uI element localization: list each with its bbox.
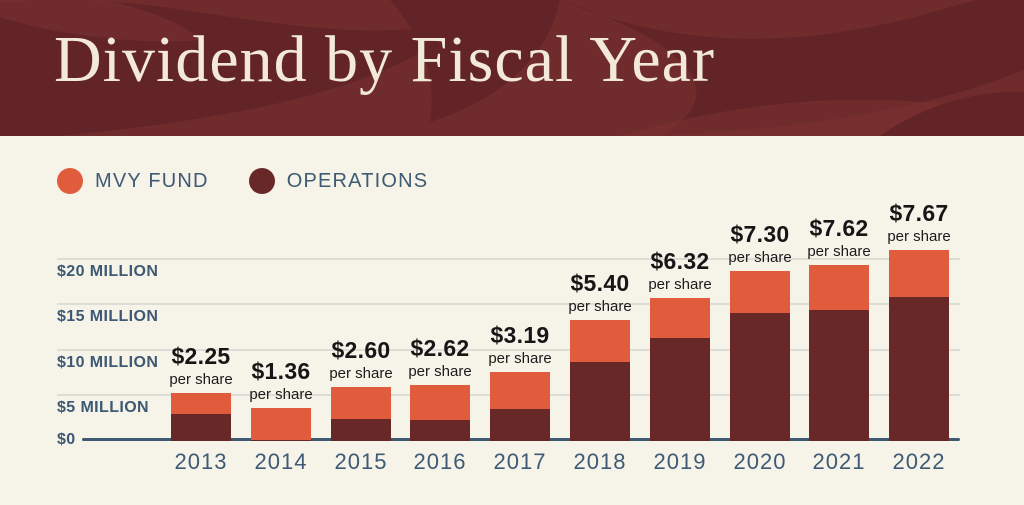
chart-legend: MVY FUND OPERATIONS (57, 168, 428, 194)
per-share-suffix-2018: per share (568, 297, 632, 315)
per-share-suffix-2017: per share (488, 350, 552, 368)
bar-2018-mvy-fund-segment (570, 319, 630, 363)
y-axis-label-15m: $15 MILLION (57, 308, 159, 326)
x-axis-label-2019: 2019 (653, 449, 707, 474)
per-share-label-2021: $7.62 per share (769, 214, 909, 260)
bar-2020-mvy-fund-segment (730, 270, 790, 314)
bar-2021 (809, 264, 869, 441)
bar-2015-mvy-fund-segment (331, 386, 391, 420)
bar-2019-mvy-fund-segment (650, 298, 710, 338)
per-share-amount-2015: $2.60 (331, 336, 391, 363)
bar-2015-operations-segment (331, 419, 391, 441)
bar-2013-mvy-fund-segment (171, 392, 231, 414)
legend-item-operations: OPERATIONS (248, 168, 429, 194)
x-axis-label-2016: 2016 (413, 449, 467, 474)
bar-2019-operations-segment (650, 337, 710, 441)
per-share-label-2014: $1.36 per share (211, 358, 351, 404)
per-share-amount-2018: $5.40 (570, 269, 630, 296)
x-axis-label-2018: 2018 (573, 449, 627, 474)
per-share-label-2022: $7.67 per share (849, 200, 989, 246)
x-axis-label-2013: 2013 (174, 449, 228, 474)
bar-2022-mvy-fund-segment (889, 250, 949, 298)
bar-2022-operations-segment (889, 297, 949, 441)
operations-swatch-icon (248, 168, 275, 194)
bar-2018 (570, 319, 630, 441)
header-pattern-graphic (0, 0, 1024, 136)
per-share-label-2018: $5.40 per share (530, 269, 670, 315)
per-share-amount-2014: $1.36 (251, 358, 311, 385)
bar-2016-operations-segment (410, 420, 470, 441)
y-axis-label-10m: $10 MILLION (57, 353, 159, 371)
bar-2017 (490, 372, 550, 441)
bar-2014-mvy-fund-segment (251, 408, 311, 440)
legend-label-mvy-fund: MVY FUND (95, 169, 209, 192)
per-share-suffix-2021: per share (807, 242, 871, 260)
bar-2019 (650, 298, 710, 441)
bar-2021-operations-segment (809, 309, 869, 441)
bar-2014-operations-segment (251, 439, 311, 441)
per-share-suffix-2016: per share (408, 362, 472, 380)
bar-2020-operations-segment (730, 313, 790, 441)
x-axis-label-2022: 2022 (892, 449, 946, 474)
per-share-label-2016: $2.62 per share (370, 334, 510, 380)
per-share-amount-2020: $7.30 (730, 220, 790, 247)
bar-2021-mvy-fund-segment (809, 264, 869, 310)
bar-2018-operations-segment (570, 362, 630, 441)
per-share-label-2020: $7.30 per share (690, 220, 830, 266)
x-axis-label-2020: 2020 (733, 449, 787, 474)
header-band: Dividend by Fiscal Year (0, 0, 1024, 136)
mvy-fund-swatch-icon (57, 168, 83, 194)
per-share-suffix-2022: per share (887, 228, 951, 246)
bar-2022 (889, 250, 949, 441)
legend-label-operations: OPERATIONS (286, 169, 429, 192)
per-share-amount-2022: $7.67 (889, 200, 949, 227)
bar-2016-mvy-fund-segment (410, 384, 470, 421)
per-share-amount-2019: $6.32 (650, 248, 710, 275)
bar-2020 (730, 270, 790, 441)
gridline-20m (57, 258, 960, 261)
per-share-suffix-2019: per share (648, 276, 712, 294)
per-share-suffix-2015: per share (329, 364, 393, 382)
per-share-label-2019: $6.32 per share (610, 248, 750, 294)
per-share-amount-2013: $2.25 (171, 342, 231, 369)
per-share-suffix-2020: per share (728, 248, 792, 266)
per-share-amount-2016: $2.62 (410, 334, 470, 361)
x-axis-label-2021: 2021 (812, 449, 866, 474)
bar-2016 (410, 384, 470, 441)
bar-2014 (251, 408, 311, 441)
per-share-amount-2017: $3.19 (490, 322, 550, 349)
gridline-15m (57, 303, 960, 306)
per-share-label-2015: $2.60 per share (291, 336, 431, 382)
per-share-label-2017: $3.19 per share (450, 322, 590, 368)
per-share-suffix-2013: per share (169, 370, 233, 388)
x-axis-label-2017: 2017 (493, 449, 547, 474)
y-axis-label-5m: $5 MILLION (57, 398, 150, 416)
bar-2017-mvy-fund-segment (490, 372, 550, 410)
page-title: Dividend by Fiscal Year (54, 23, 715, 96)
y-axis-label-0m: $0 (57, 431, 76, 448)
bar-2017-operations-segment (490, 409, 550, 441)
per-share-suffix-2014: per share (249, 386, 313, 404)
bar-2013 (171, 392, 231, 441)
per-share-amount-2021: $7.62 (809, 214, 869, 241)
per-share-label-2013: $2.25 per share (131, 342, 271, 388)
gridline-10m (57, 348, 960, 351)
bar-2015 (331, 386, 391, 441)
bar-2013-operations-segment (171, 413, 231, 441)
y-axis-label-20m: $20 MILLION (57, 263, 159, 281)
legend-item-mvy-fund: MVY FUND (57, 168, 209, 194)
x-axis-label-2014: 2014 (254, 449, 308, 474)
x-axis-label-2015: 2015 (334, 449, 388, 474)
